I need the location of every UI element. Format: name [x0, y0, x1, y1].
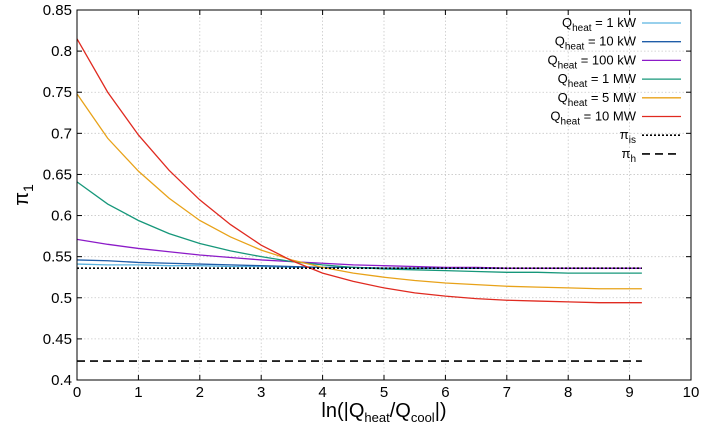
series-line-10-kw	[76, 259, 642, 269]
legend-label: Qheat = 1 MW	[558, 71, 637, 90]
series-line-1-mw	[76, 181, 642, 274]
x-tick-label: 3	[257, 384, 265, 401]
series-line-10-mw	[76, 38, 642, 304]
y-tick-label: 0.4	[51, 372, 72, 389]
y-tick-label: 0.6	[51, 208, 72, 225]
y-axis-title-sub: 1	[20, 184, 36, 192]
series-lines	[76, 38, 642, 362]
y-tick-label: 0.65	[43, 166, 72, 183]
legend-label: πh	[621, 146, 636, 165]
x-axis-title-sub-cool: cool	[411, 410, 435, 425]
y-tick-label: 0.75	[43, 84, 72, 101]
x-tick-label: 1	[134, 384, 142, 401]
x-tick-label: 2	[196, 384, 204, 401]
x-axis-title-sub-heat: heat	[364, 410, 390, 425]
y-tick-label: 0.8	[51, 43, 72, 60]
series-line-5-mw	[76, 93, 642, 290]
y-tick-label: 0.85	[43, 2, 72, 19]
x-axis-title-main: ln(|Q	[321, 400, 364, 422]
y-axis-title: π1	[11, 184, 36, 206]
x-axis-title: ln(|Qheat/Qcool|)	[321, 400, 446, 425]
x-tick-label: 8	[564, 384, 572, 401]
series-line-100-kw	[76, 238, 642, 269]
x-tick-label: 7	[503, 384, 511, 401]
y-tick-label: 0.55	[43, 249, 72, 266]
y-tick-label: 0.5	[51, 290, 72, 307]
x-tick-label: 6	[441, 384, 449, 401]
legend-label: Qheat = 1 kW	[562, 15, 637, 34]
legend-label: Qheat = 10 MW	[550, 109, 636, 128]
x-axis-ticks: 0 1 2 3 4 5 6 7 8 9 10	[73, 10, 700, 401]
legend-label: Qheat = 5 MW	[558, 90, 637, 109]
x-tick-label: 10	[683, 384, 700, 401]
legend-label: Qheat = 10 kW	[555, 34, 637, 53]
x-tick-label: 0	[73, 384, 81, 401]
x-tick-label: 9	[625, 384, 633, 401]
y-axis-ticks: 0.4 0.45 0.5 0.55 0.6 0.65 0.7 0.75 0.8 0.85	[43, 2, 691, 389]
grid-lines	[77, 10, 691, 380]
legend-label: Qheat = 100 kW	[548, 52, 637, 71]
x-tick-label: 5	[380, 384, 388, 401]
y-tick-label: 0.45	[43, 331, 72, 348]
y-tick-label: 0.7	[51, 125, 72, 142]
x-axis-title-mid: /Q	[390, 400, 411, 422]
y-axis-title-main: π	[11, 192, 33, 206]
legend-label: πis	[620, 127, 636, 146]
x-axis-title-end: |)	[435, 400, 447, 422]
x-tick-label: 4	[318, 384, 326, 401]
